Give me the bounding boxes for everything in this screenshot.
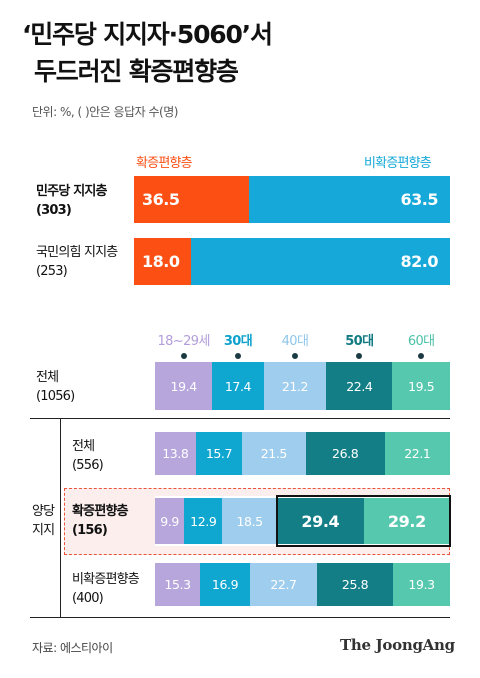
age-bar-r1-s4: 22.1	[384, 432, 450, 475]
age-bar-r1-s2-label: 21.5	[260, 446, 288, 461]
age-bar-r2-s4: 29.2	[363, 496, 450, 546]
age-bar-r0-s4: 19.5	[392, 362, 450, 410]
chart-title-line1: ‘민주당 지지자·5060’서	[22, 20, 273, 49]
age-bar-r0-s1-label: 17.4	[224, 378, 252, 394]
age-bar-r0-s2: 21.2	[263, 362, 327, 410]
age-bar-r3-s2-label: 22.7	[270, 577, 297, 592]
unit-note: 단위: %, ( )안은 응답자 수(명)	[32, 105, 178, 119]
age-bar-r3-s0: 15.3	[155, 563, 201, 606]
age-bar-r2-s2-label: 18.5	[236, 513, 264, 529]
age-bar-r0-s3: 22.4	[326, 362, 393, 410]
age-bar-r0-s1: 17.4	[212, 362, 264, 410]
age-bar-r3-s1: 16.9	[200, 563, 250, 606]
age-legend-label-0: 18~29세	[157, 334, 210, 349]
group-label-both-parties: 양당 지지	[32, 504, 55, 538]
age-legend-label-3: 50대	[345, 334, 374, 349]
age-bar-r3-s4-label: 19.3	[408, 577, 435, 592]
row-label-democratic: 민주당 지지층 (303)	[36, 182, 107, 220]
bar-confirm-0: 36.5	[134, 176, 250, 223]
age-legend-dot-4	[418, 353, 425, 359]
bar-nonconfirm-0: 63.5	[249, 176, 450, 223]
row-label-democratic-name: 민주당 지지층	[36, 184, 107, 199]
age-bar-r1-s0: 13.8	[155, 432, 196, 475]
row-label-both-all: 전체 (556)	[72, 437, 104, 475]
row-label-both-confirm-n: (156)	[72, 523, 108, 538]
legend-confirmation-bias: 확증편향층	[136, 156, 193, 171]
divider-top	[30, 418, 450, 419]
age-legend-label-1: 30대	[223, 334, 253, 349]
age-bar-r1-s2: 21.5	[242, 432, 306, 475]
row-label-both-all-n: (556)	[72, 458, 104, 473]
age-bar-r0-s0-label: 19.4	[170, 378, 198, 394]
age-bar-r1-s4-label: 22.1	[404, 446, 431, 461]
row-label-ppp: 국민의힘 지지층 (253)	[36, 243, 118, 281]
age-bar-r2-s2: 18.5	[222, 496, 277, 546]
chart-title-line2: 두드러진 확증편향층	[34, 57, 239, 86]
bar-confirm-1-label: 18.0	[142, 252, 180, 271]
bar-nonconfirm-0-label: 63.5	[400, 190, 439, 209]
age-legend-dot-3	[356, 353, 363, 359]
row-label-both-confirm: 확증편향층 (156)	[72, 502, 129, 540]
age-bar-r3-s2: 22.7	[249, 563, 317, 606]
age-legend-dot-1	[234, 353, 241, 359]
age-legend-label-4: 60대	[407, 334, 435, 349]
row-label-ppp-name: 국민의힘 지지층	[36, 245, 118, 260]
legend-non-confirmation-bias: 비확증편향층	[364, 156, 432, 171]
bar-confirm-0-label: 36.5	[142, 190, 180, 209]
age-bar-r3-s1-label: 16.9	[211, 577, 239, 592]
row-label-ppp-n: (253)	[36, 264, 68, 279]
emphasis-frame	[275, 495, 451, 547]
age-bar-r2-s4-label: 29.2	[387, 511, 426, 531]
source-note: 자료: 에스티아이	[32, 641, 113, 655]
age-legend-dot-2	[291, 353, 298, 359]
bar-nonconfirm-1: 82.0	[190, 238, 450, 285]
row-label-both-nonconfirm: 비확증편향층 (400)	[72, 570, 140, 608]
publisher-logo: The JoongAng	[340, 636, 455, 654]
bar-nonconfirm-1-label: 82.0	[400, 252, 439, 271]
row-label-both-confirm-name: 확증편향층	[72, 504, 129, 519]
age-bar-r3-s3-label: 25.8	[341, 577, 369, 592]
age-bar-r0-s4-label: 19.5	[408, 378, 435, 394]
age-legend-label-2: 40대	[281, 334, 309, 349]
age-bar-r3-s3: 25.8	[316, 563, 394, 606]
age-bar-r0-s2-label: 21.2	[281, 378, 309, 394]
row-label-both-nonconfirm-name: 비확증편향층	[72, 572, 140, 587]
group-bracket-line	[60, 418, 61, 617]
age-bar-r2-s1-label: 12.9	[190, 513, 217, 529]
row-label-all: 전체 (1056)	[36, 368, 75, 406]
row-label-democratic-n: (303)	[36, 203, 72, 218]
age-bar-r1-s3: 26.8	[305, 432, 385, 475]
divider-bottom	[30, 617, 450, 618]
age-bar-r1-s1-label: 15.7	[205, 446, 233, 461]
row-label-both-nonconfirm-n: (400)	[72, 591, 104, 606]
bar-confirm-1: 18.0	[134, 238, 191, 285]
row-label-all-name: 전체	[36, 370, 59, 385]
age-bar-r2-s1: 12.9	[184, 496, 223, 546]
age-bar-r2-s3-label: 29.4	[301, 511, 340, 531]
age-bar-r0-s0: 19.4	[155, 362, 213, 410]
age-bar-r1-s0-label: 13.8	[162, 446, 189, 461]
row-label-both-all-name: 전체	[72, 439, 95, 454]
age-bar-r3-s0-label: 15.3	[164, 577, 191, 592]
age-bar-r2-s0-label: 9.9	[160, 513, 179, 529]
party-bias-chart: 36.5 63.5 18.0 82.0	[0, 0, 480, 300]
age-bar-r0-s3-label: 22.4	[346, 378, 373, 394]
row-label-all-n: (1056)	[36, 389, 75, 404]
age-bar-r2-s0: 9.9	[155, 496, 185, 546]
age-bar-r2-s3: 29.4	[276, 496, 364, 546]
age-bar-r1-s1: 15.7	[195, 432, 243, 475]
age-legend-dot-0	[180, 353, 187, 359]
age-bar-r3-s4: 19.3	[393, 563, 450, 606]
age-bar-r1-s3-label: 26.8	[332, 446, 359, 461]
